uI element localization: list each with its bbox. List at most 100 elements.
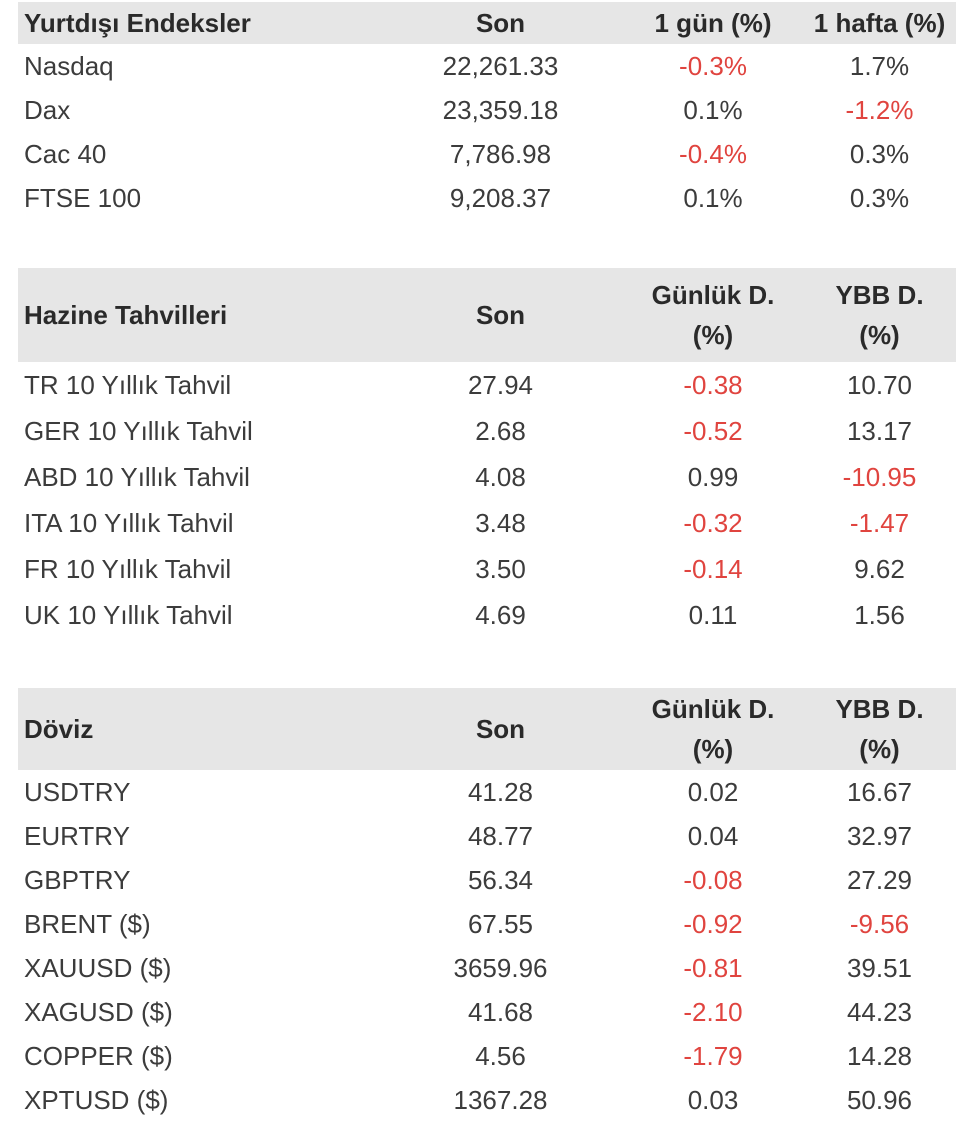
table-row: ITA 10 Yıllık Tahvil 3.48 -0.32 -1.47 bbox=[18, 500, 956, 546]
row-name: EURTRY bbox=[24, 820, 130, 851]
row-daily-change: -0.14 bbox=[683, 553, 743, 584]
row-last: 3659.96 bbox=[453, 952, 548, 983]
column-header-ytd-unit: (%) bbox=[859, 734, 900, 764]
column-header-daily: Günlük D. (%) bbox=[623, 268, 803, 362]
row-daily-change: 0.03 bbox=[687, 1084, 739, 1115]
row-daily-change: 0.99 bbox=[687, 461, 739, 492]
row-ytd-change: 27.29 bbox=[846, 864, 913, 895]
row-weekly-change: 0.3% bbox=[849, 182, 910, 213]
column-header-daily-unit: (%) bbox=[692, 320, 734, 350]
table-row: FTSE 100 9,208.37 0.1% 0.3% bbox=[18, 176, 956, 220]
row-daily-change: 0.11 bbox=[688, 599, 738, 630]
table-row: UK 10 Yıllık Tahvil 4.69 0.11 1.56 bbox=[18, 592, 956, 638]
row-daily-change: -0.38 bbox=[683, 369, 743, 400]
row-last: 9,208.37 bbox=[449, 182, 552, 213]
column-header-last: Son bbox=[378, 2, 623, 44]
table-row: Nasdaq 22,261.33 -0.3% 1.7% bbox=[18, 44, 956, 88]
table-row: XAGUSD ($) 41.68 -2.10 44.23 bbox=[18, 990, 956, 1034]
column-header-name: Hazine Tahvilleri bbox=[18, 268, 378, 362]
column-header-ytd: YBB D. (%) bbox=[803, 268, 956, 362]
row-last: 3.50 bbox=[475, 553, 526, 584]
row-last: 41.68 bbox=[467, 996, 534, 1027]
row-last: 23,359.18 bbox=[442, 94, 559, 125]
row-ytd-change: 16.67 bbox=[846, 776, 913, 807]
row-daily-change: -1.79 bbox=[683, 1040, 743, 1071]
row-daily-change: -0.4% bbox=[679, 138, 747, 169]
row-last: 3.48 bbox=[475, 507, 526, 538]
row-name: BRENT ($) bbox=[24, 908, 151, 939]
row-name: Cac 40 bbox=[24, 138, 107, 169]
column-header-ytd-unit: (%) bbox=[859, 320, 900, 350]
row-name: FTSE 100 bbox=[24, 182, 142, 213]
row-daily-change: -2.10 bbox=[683, 996, 743, 1027]
row-daily-change: -0.08 bbox=[683, 864, 743, 895]
row-daily-change: -0.92 bbox=[683, 908, 743, 939]
row-ytd-change: 13.17 bbox=[846, 415, 913, 446]
row-last: 4.69 bbox=[475, 599, 526, 630]
row-daily-change: -0.81 bbox=[683, 952, 743, 983]
row-daily-change: 0.1% bbox=[683, 182, 743, 213]
row-last: 4.56 bbox=[475, 1040, 526, 1071]
row-daily-change: -0.3% bbox=[679, 50, 747, 81]
row-name: COPPER ($) bbox=[24, 1040, 173, 1071]
row-last: 1367.28 bbox=[453, 1084, 548, 1115]
row-name: XAUUSD ($) bbox=[24, 952, 172, 983]
table-row: Cac 40 7,786.98 -0.4% 0.3% bbox=[18, 132, 956, 176]
row-last: 22,261.33 bbox=[442, 50, 559, 81]
row-weekly-change: 0.3% bbox=[849, 138, 910, 169]
row-daily-change: 0.04 bbox=[687, 820, 739, 851]
table-row: BRENT ($) 67.55 -0.92 -9.56 bbox=[18, 902, 956, 946]
table-row: Dax 23,359.18 0.1% -1.2% bbox=[18, 88, 956, 132]
row-last: 7,786.98 bbox=[449, 138, 552, 169]
table-row: GBPTRY 56.34 -0.08 27.29 bbox=[18, 858, 956, 902]
table-row: TR 10 Yıllık Tahvil 27.94 -0.38 10.70 bbox=[18, 362, 956, 408]
row-name: GBPTRY bbox=[24, 864, 131, 895]
row-weekly-change: -1.2% bbox=[845, 94, 914, 125]
column-header-last: Son bbox=[378, 688, 623, 770]
table-row: XAUUSD ($) 3659.96 -0.81 39.51 bbox=[18, 946, 956, 990]
row-name: XAGUSD ($) bbox=[24, 996, 173, 1027]
table-row: COPPER ($) 4.56 -1.79 14.28 bbox=[18, 1034, 956, 1078]
row-ytd-change: 39.51 bbox=[846, 952, 913, 983]
row-last: 41.28 bbox=[467, 776, 534, 807]
row-last: 4.08 bbox=[475, 461, 526, 492]
row-name: ITA 10 Yıllık Tahvil bbox=[24, 507, 234, 538]
row-last: 48.77 bbox=[467, 820, 534, 851]
row-ytd-change: 10.70 bbox=[846, 369, 913, 400]
column-header-name: Döviz bbox=[18, 688, 378, 770]
treasury-bonds-table: Hazine Tahvilleri Son Günlük D. (%) YBB D… bbox=[18, 268, 956, 638]
table-header-row: Hazine Tahvilleri Son Günlük D. (%) YBB D… bbox=[18, 268, 956, 362]
table-row: XPTUSD ($) 1367.28 0.03 50.96 bbox=[18, 1078, 956, 1122]
column-header-daily-label: Günlük D. bbox=[651, 694, 775, 724]
row-last: 67.55 bbox=[467, 908, 534, 939]
column-header-ytd: YBB D. (%) bbox=[803, 688, 956, 770]
table-row: ABD 10 Yıllık Tahvil 4.08 0.99 -10.95 bbox=[18, 454, 956, 500]
row-name: GER 10 Yıllık Tahvil bbox=[24, 415, 253, 446]
row-ytd-change: 50.96 bbox=[846, 1084, 913, 1115]
column-header-daily: 1 gün (%) bbox=[623, 2, 803, 44]
column-header-daily: Günlük D. (%) bbox=[623, 688, 803, 770]
row-name: UK 10 Yıllık Tahvil bbox=[24, 599, 233, 630]
column-header-ytd-label: YBB D. bbox=[835, 694, 924, 724]
row-name: USDTRY bbox=[24, 776, 131, 807]
row-ytd-change: 32.97 bbox=[846, 820, 913, 851]
row-ytd-change: -9.56 bbox=[849, 908, 910, 939]
row-ytd-change: 9.62 bbox=[854, 553, 905, 584]
table-row: FR 10 Yıllık Tahvil 3.50 -0.14 9.62 bbox=[18, 546, 956, 592]
foreign-indices-table: Yurtdışı Endeksler Son 1 gün (%) 1 hafta… bbox=[18, 2, 956, 220]
row-daily-change: 0.02 bbox=[687, 776, 739, 807]
column-header-weekly: 1 hafta (%) bbox=[803, 2, 956, 44]
row-last: 56.34 bbox=[467, 864, 534, 895]
row-ytd-change: 14.28 bbox=[846, 1040, 913, 1071]
row-last: 27.94 bbox=[467, 369, 534, 400]
column-header-ytd-label: YBB D. bbox=[835, 280, 924, 310]
table-row: EURTRY 48.77 0.04 32.97 bbox=[18, 814, 956, 858]
row-ytd-change: 44.23 bbox=[846, 996, 913, 1027]
row-name: XPTUSD ($) bbox=[24, 1084, 169, 1115]
row-last: 2.68 bbox=[475, 415, 526, 446]
column-header-daily-label: Günlük D. bbox=[651, 280, 775, 310]
table-row: USDTRY 41.28 0.02 16.67 bbox=[18, 770, 956, 814]
row-name: Nasdaq bbox=[24, 50, 114, 81]
row-daily-change: 0.1% bbox=[683, 94, 743, 125]
table-row: GER 10 Yıllık Tahvil 2.68 -0.52 13.17 bbox=[18, 408, 956, 454]
